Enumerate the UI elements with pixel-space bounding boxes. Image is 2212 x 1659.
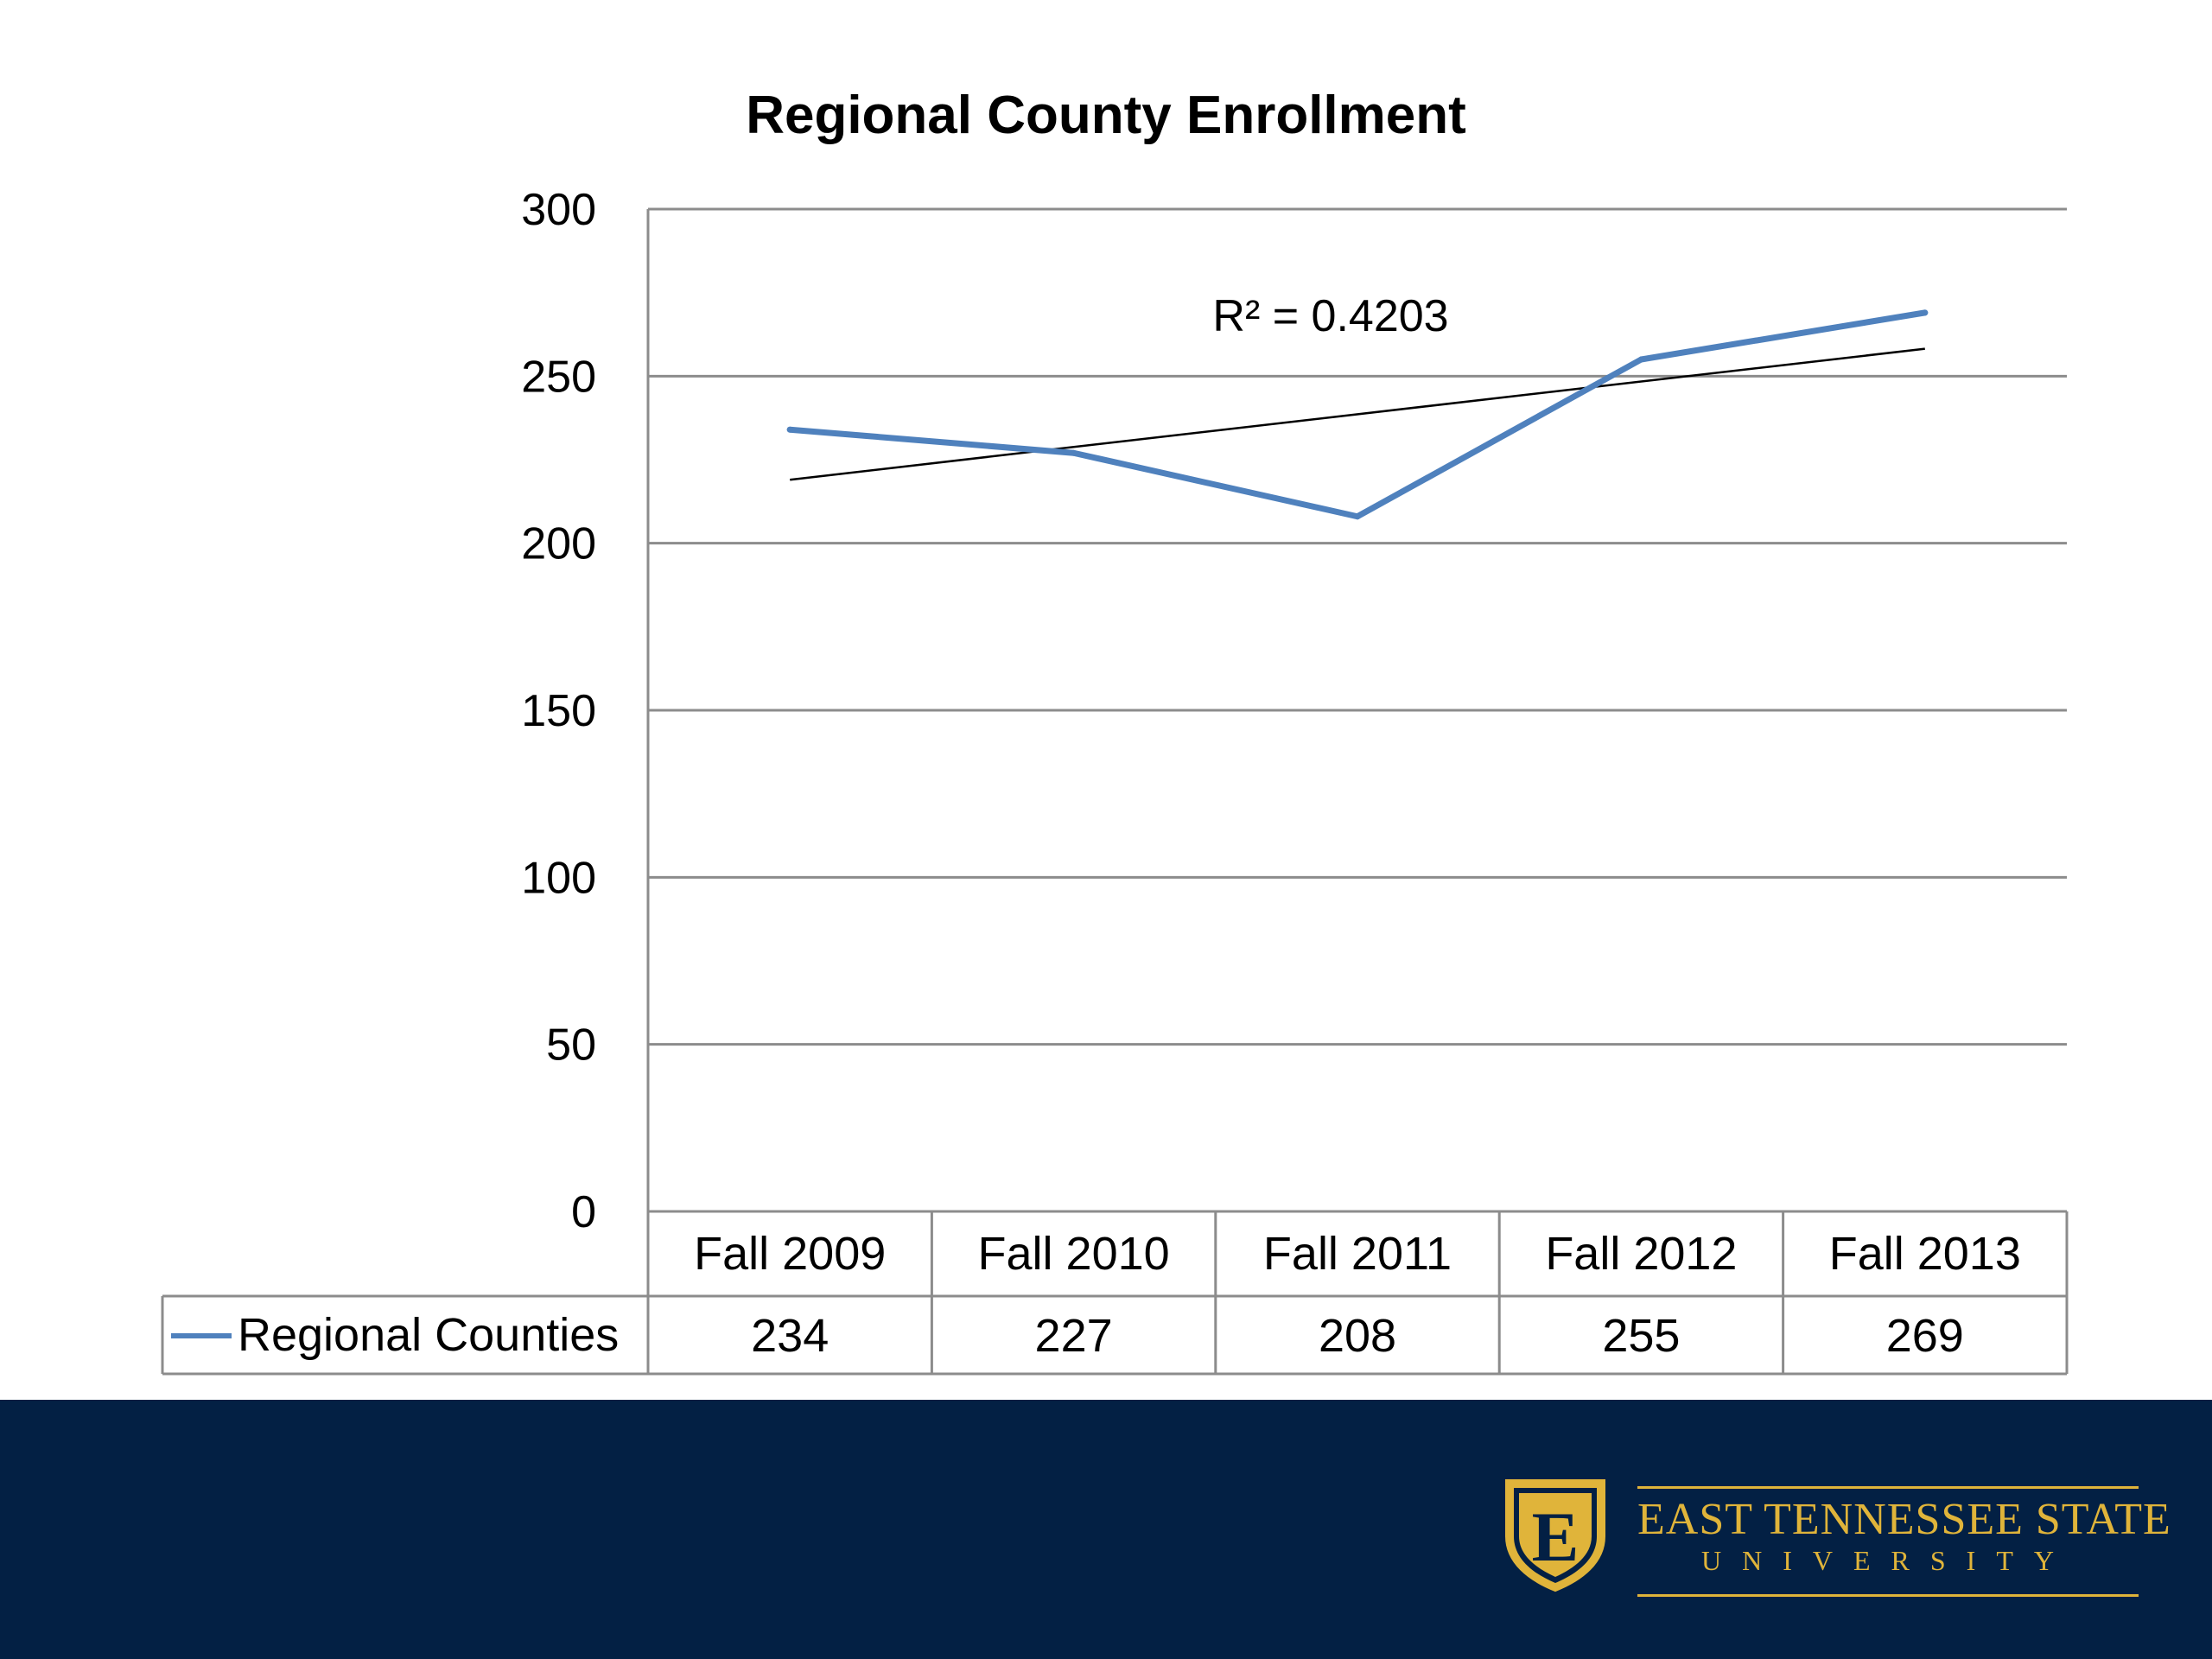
x-category-label: Fall 2009 <box>694 1228 886 1280</box>
y-axis-ticks: 0 50 100 150 200 250 300 <box>521 185 596 1237</box>
trendline-line <box>790 347 1925 481</box>
logo-letter: E <box>1532 1497 1580 1576</box>
gridlines <box>646 207 2067 1211</box>
data-point <box>786 426 793 433</box>
data-table-value: 208 <box>1319 1310 1396 1362</box>
data-table-value: 269 <box>1886 1310 1964 1362</box>
trendline <box>790 347 1925 481</box>
etsu-shield-logo-icon: E <box>1505 1479 1605 1592</box>
x-category-label: Fall 2011 <box>1263 1228 1452 1280</box>
data-point <box>1637 356 1644 363</box>
x-category-label: Fall 2013 <box>1829 1228 2021 1280</box>
y-tick-label: 50 <box>546 1020 596 1071</box>
chart: Regional County Enrollment 0 50 100 150 200 2… <box>161 86 2069 1376</box>
legend-series-name: Regional Counties <box>238 1309 619 1361</box>
footer-band <box>0 1400 2212 1659</box>
university-wordmark: EAST TENNESSEE STATE UNIVERSITY <box>1637 1486 2171 1597</box>
series-regional-counties <box>786 309 1929 520</box>
x-category-label: Fall 2010 <box>978 1228 1170 1280</box>
university-subname: UNIVERSITY <box>1701 1545 2075 1576</box>
y-tick-label: 250 <box>521 352 596 402</box>
data-table-value: 234 <box>751 1310 829 1362</box>
trendline-r2-label: R² = 0.4203 <box>1212 291 1448 341</box>
y-tick-label: 200 <box>521 519 596 569</box>
y-tick-label: 0 <box>571 1187 596 1237</box>
data-point <box>1922 309 1929 316</box>
data-table-value: 227 <box>1035 1310 1113 1362</box>
y-tick-label: 300 <box>521 185 596 235</box>
data-point <box>1354 513 1361 520</box>
chart-title: Regional County Enrollment <box>746 86 1466 145</box>
y-tick-label: 100 <box>521 853 596 903</box>
wordmark-rule-top <box>1637 1486 2139 1489</box>
data-table-value: 255 <box>1602 1310 1680 1362</box>
x-category-label: Fall 2012 <box>1545 1228 1737 1280</box>
data-table: Fall 2009 Fall 2010 Fall 2011 Fall 2012 Fall… <box>161 1210 2069 1376</box>
y-tick-label: 150 <box>521 686 596 736</box>
university-name: EAST TENNESSEE STATE <box>1637 1495 2171 1544</box>
data-point <box>1071 449 1077 456</box>
wordmark-rule-bottom <box>1637 1594 2139 1597</box>
